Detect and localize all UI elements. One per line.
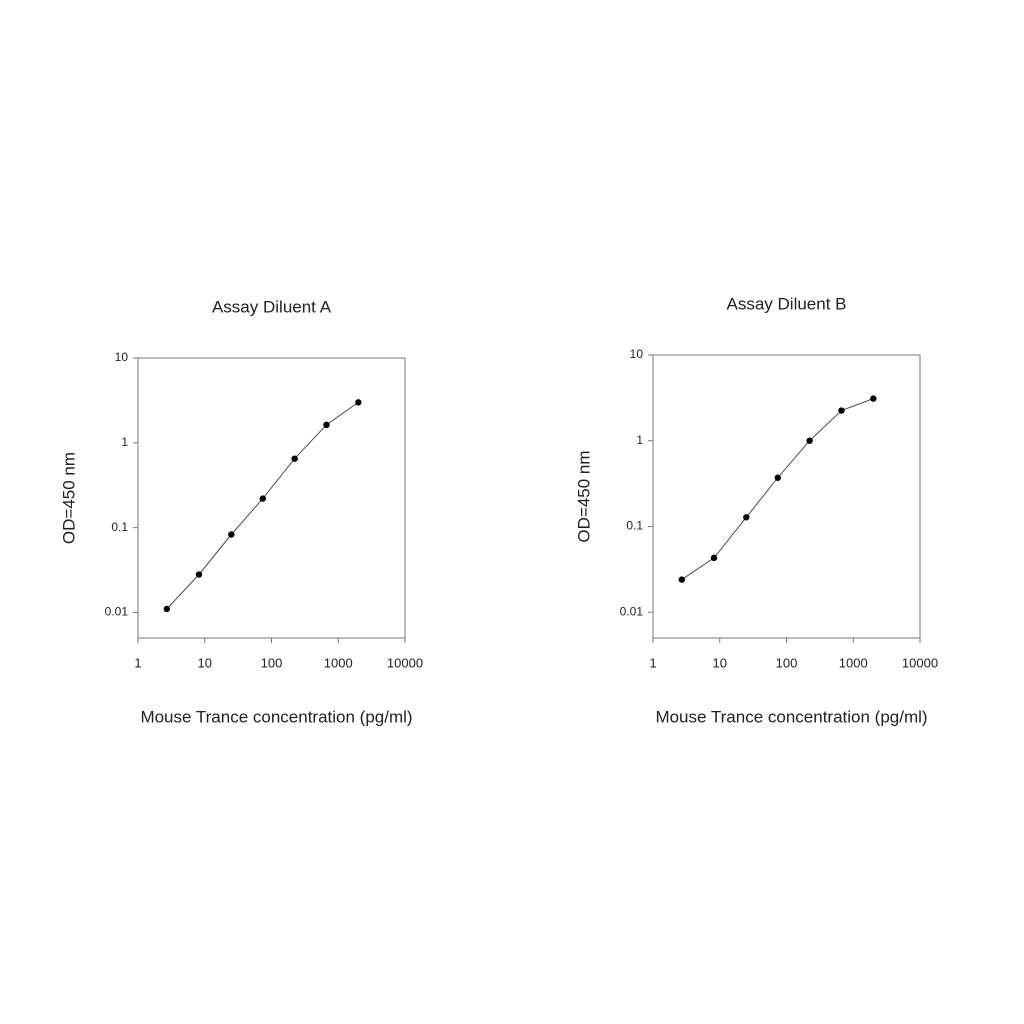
- y-tick-label: 0.01: [620, 604, 644, 618]
- data-point: [870, 395, 877, 402]
- y-tick-label: 10: [630, 347, 644, 361]
- y-tick-label: 0.01: [105, 605, 129, 619]
- data-point: [355, 399, 362, 406]
- data-line: [166, 401, 359, 610]
- x-axis-label: Mouse Trance concentration (pg/ml): [655, 707, 927, 726]
- data-point: [259, 495, 266, 502]
- y-axis-label: OD=450 nm: [574, 450, 593, 542]
- data-point: [743, 514, 750, 521]
- data-point: [163, 605, 170, 613]
- x-tick-label: 100: [261, 655, 283, 670]
- x-tick-label: 1000: [839, 655, 868, 670]
- data-point: [774, 474, 781, 481]
- plot-frame: [137, 357, 406, 639]
- x-tick-label: 1000: [324, 655, 353, 670]
- data-point: [678, 576, 685, 583]
- x-tick-label: 10: [713, 655, 727, 670]
- chart-title: Assay Diluent B: [727, 294, 847, 313]
- y-tick-label: 1: [636, 433, 643, 447]
- data-point: [806, 437, 813, 444]
- chart-title: Assay Diluent A: [212, 297, 332, 316]
- data-point: [710, 554, 718, 562]
- y-tick-label: 0.1: [111, 520, 128, 534]
- data-point: [195, 571, 203, 578]
- y-tick-label: 10: [115, 350, 129, 364]
- y-axis-label: OD=450 nm: [59, 452, 78, 544]
- x-axis-label: Mouse Trance concentration (pg/ml): [140, 707, 412, 726]
- data-point: [291, 455, 298, 462]
- data-point: [838, 407, 845, 414]
- data-point: [323, 421, 330, 429]
- x-tick-label: 1: [649, 655, 656, 670]
- data-point: [228, 531, 235, 538]
- x-tick-label: 10000: [387, 655, 423, 670]
- x-tick-label: 100: [776, 655, 798, 670]
- x-tick-label: 10: [198, 655, 212, 670]
- plot-frame: [652, 354, 921, 639]
- y-tick-label: 1: [121, 435, 128, 449]
- x-tick-label: 10000: [902, 655, 938, 670]
- x-tick-label: 1: [134, 655, 141, 670]
- data-line: [681, 398, 874, 581]
- y-tick-label: 0.1: [626, 519, 643, 533]
